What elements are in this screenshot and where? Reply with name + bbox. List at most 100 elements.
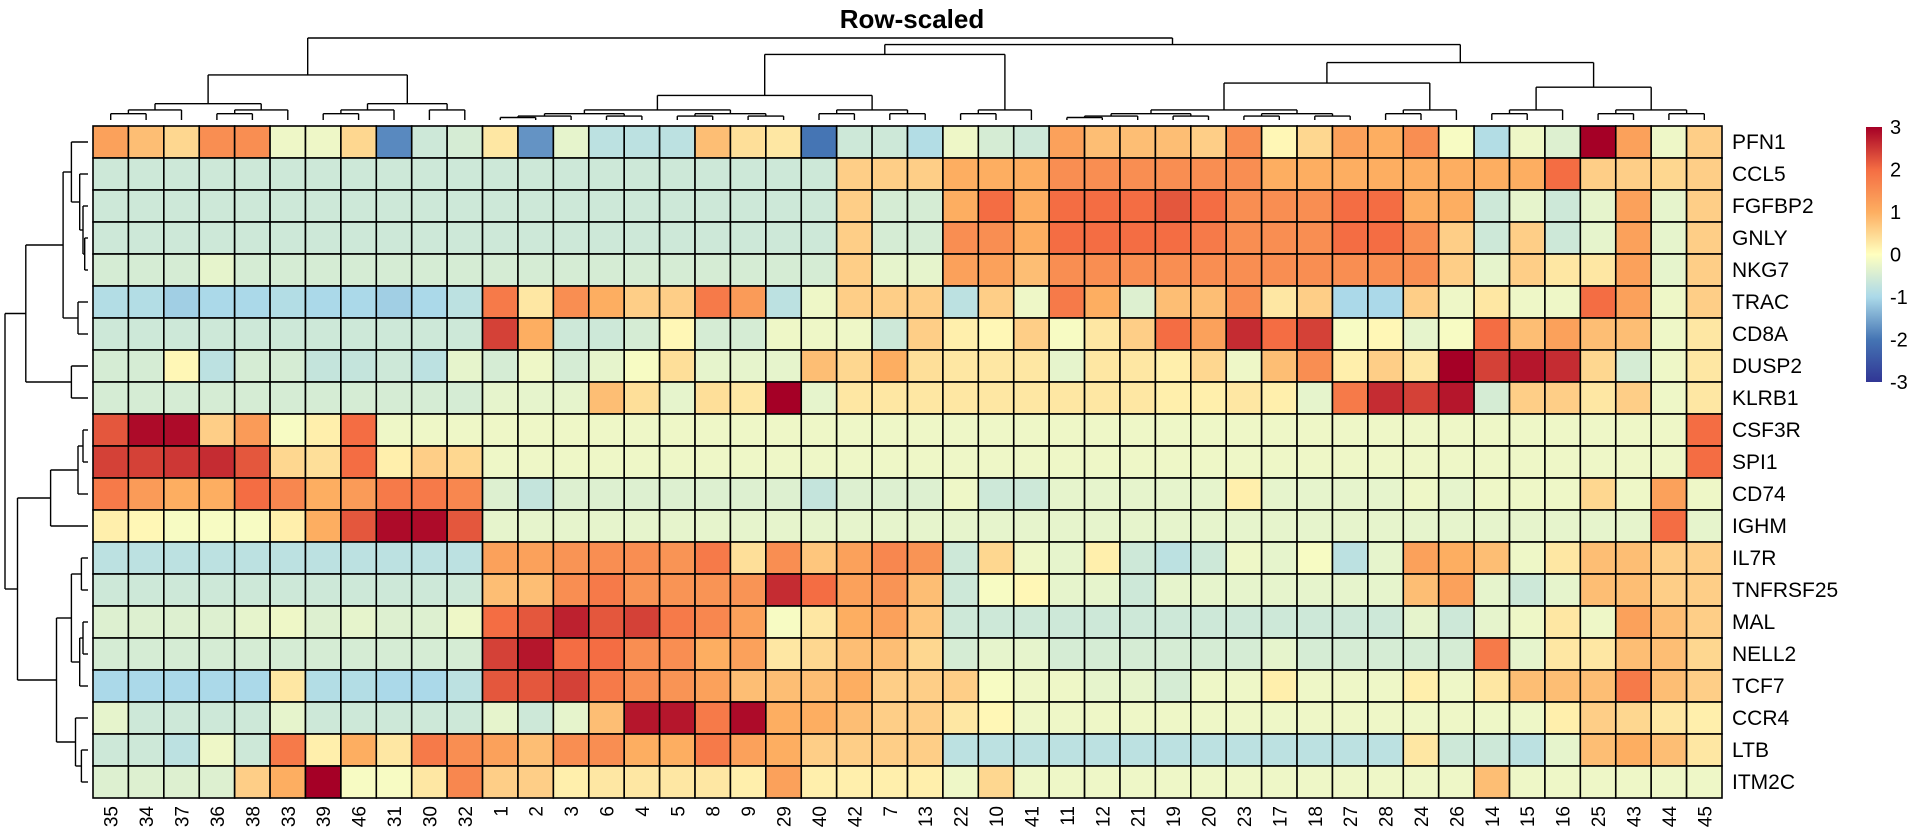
legend-tick-label: -2 [1890,330,1908,352]
heatmap-cell [694,381,732,415]
heatmap-cell [198,413,236,447]
heatmap-cell [1012,669,1050,703]
heatmap-cell [517,605,555,639]
legend-tick-label: 3 [1890,117,1901,139]
heatmap-cell [977,445,1015,479]
heatmap-cell [1083,189,1121,223]
heatmap-cell [1119,221,1157,255]
heatmap-cell [765,125,803,159]
heatmap-cell [375,477,413,511]
heatmap-cell [1367,445,1405,479]
heatmap-cell [623,669,661,703]
heatmap-cell [1190,541,1228,575]
heatmap-cell [1367,189,1405,223]
heatmap-cell [1614,285,1652,319]
heatmap-cell [1544,125,1582,159]
heatmap-cell [1083,573,1121,607]
heatmap-cell [1402,701,1440,735]
row-label: NELL2 [1732,643,1796,666]
heatmap-cell [942,253,980,287]
heatmap-cell [1119,573,1157,607]
heatmap-cell [410,253,448,287]
heatmap-cell [1473,733,1511,767]
heatmap-cell [694,605,732,639]
row-label: TRAC [1732,291,1789,314]
heatmap-cell [1508,157,1546,191]
heatmap-cell [1012,189,1050,223]
heatmap-cell [269,253,307,287]
heatmap-cell [552,765,590,799]
row-label: CCL5 [1732,163,1786,186]
heatmap-cell [1296,445,1334,479]
column-label: 11 [1058,806,1079,826]
heatmap-cell [1367,125,1405,159]
heatmap-cell [1579,157,1617,191]
heatmap-cell [163,765,201,799]
heatmap-cell [163,285,201,319]
heatmap-cell [623,285,661,319]
heatmap-cell [446,701,484,735]
heatmap-cell [1119,413,1157,447]
heatmap-cell [410,285,448,319]
heatmap-cell [1473,477,1511,511]
heatmap-cell [1048,413,1086,447]
heatmap-cell [269,413,307,447]
heatmap-cells [92,125,1723,799]
heatmap-cell [1508,381,1546,415]
heatmap-cell [1544,189,1582,223]
heatmap-cell [1012,125,1050,159]
heatmap-cell [552,413,590,447]
heatmap-cell [1190,733,1228,767]
heatmap-cell [1296,701,1334,735]
heatmap-cell [1473,317,1511,351]
heatmap-cell [1083,509,1121,543]
heatmap-cell [658,509,696,543]
heatmap-cell [1331,541,1369,575]
heatmap-cell [835,125,873,159]
heatmap-cell [906,669,944,703]
heatmap-cell [835,381,873,415]
legend-tick-label: 0 [1890,245,1901,267]
heatmap-cell [658,253,696,287]
heatmap-cell [1225,701,1263,735]
heatmap-cell [1296,509,1334,543]
heatmap-cell [1473,509,1511,543]
heatmap-cell [623,157,661,191]
heatmap-cell [92,573,130,607]
heatmap-cell [1685,765,1723,799]
heatmap-cell [658,189,696,223]
heatmap-cell [198,637,236,671]
heatmap-cell [1685,413,1723,447]
heatmap-cell [1012,445,1050,479]
heatmap-cell [658,573,696,607]
heatmap-cell [587,541,625,575]
row-label: NKG7 [1732,259,1789,282]
heatmap-cell [269,477,307,511]
heatmap-cell [375,125,413,159]
heatmap-cell [977,381,1015,415]
heatmap-cell [1650,765,1688,799]
heatmap-cell [92,221,130,255]
heatmap-cell [233,477,271,511]
heatmap-cell [340,253,378,287]
heatmap-cell [1190,317,1228,351]
heatmap-cell [1367,573,1405,607]
heatmap-cell [269,765,307,799]
legend-tick-label: 1 [1890,202,1901,224]
heatmap-cell [481,733,519,767]
heatmap-cell [835,509,873,543]
heatmap-cell [1154,669,1192,703]
heatmap-cell [1437,317,1475,351]
heatmap-cell [552,509,590,543]
heatmap-cell [446,669,484,703]
heatmap-cell [871,573,909,607]
heatmap-cell [658,733,696,767]
heatmap-cell [694,349,732,383]
heatmap-cell [446,349,484,383]
heatmap-cell [906,349,944,383]
heatmap-cell [1260,317,1298,351]
heatmap-cell [871,509,909,543]
heatmap-cell [1260,189,1298,223]
heatmap-cell [835,701,873,735]
